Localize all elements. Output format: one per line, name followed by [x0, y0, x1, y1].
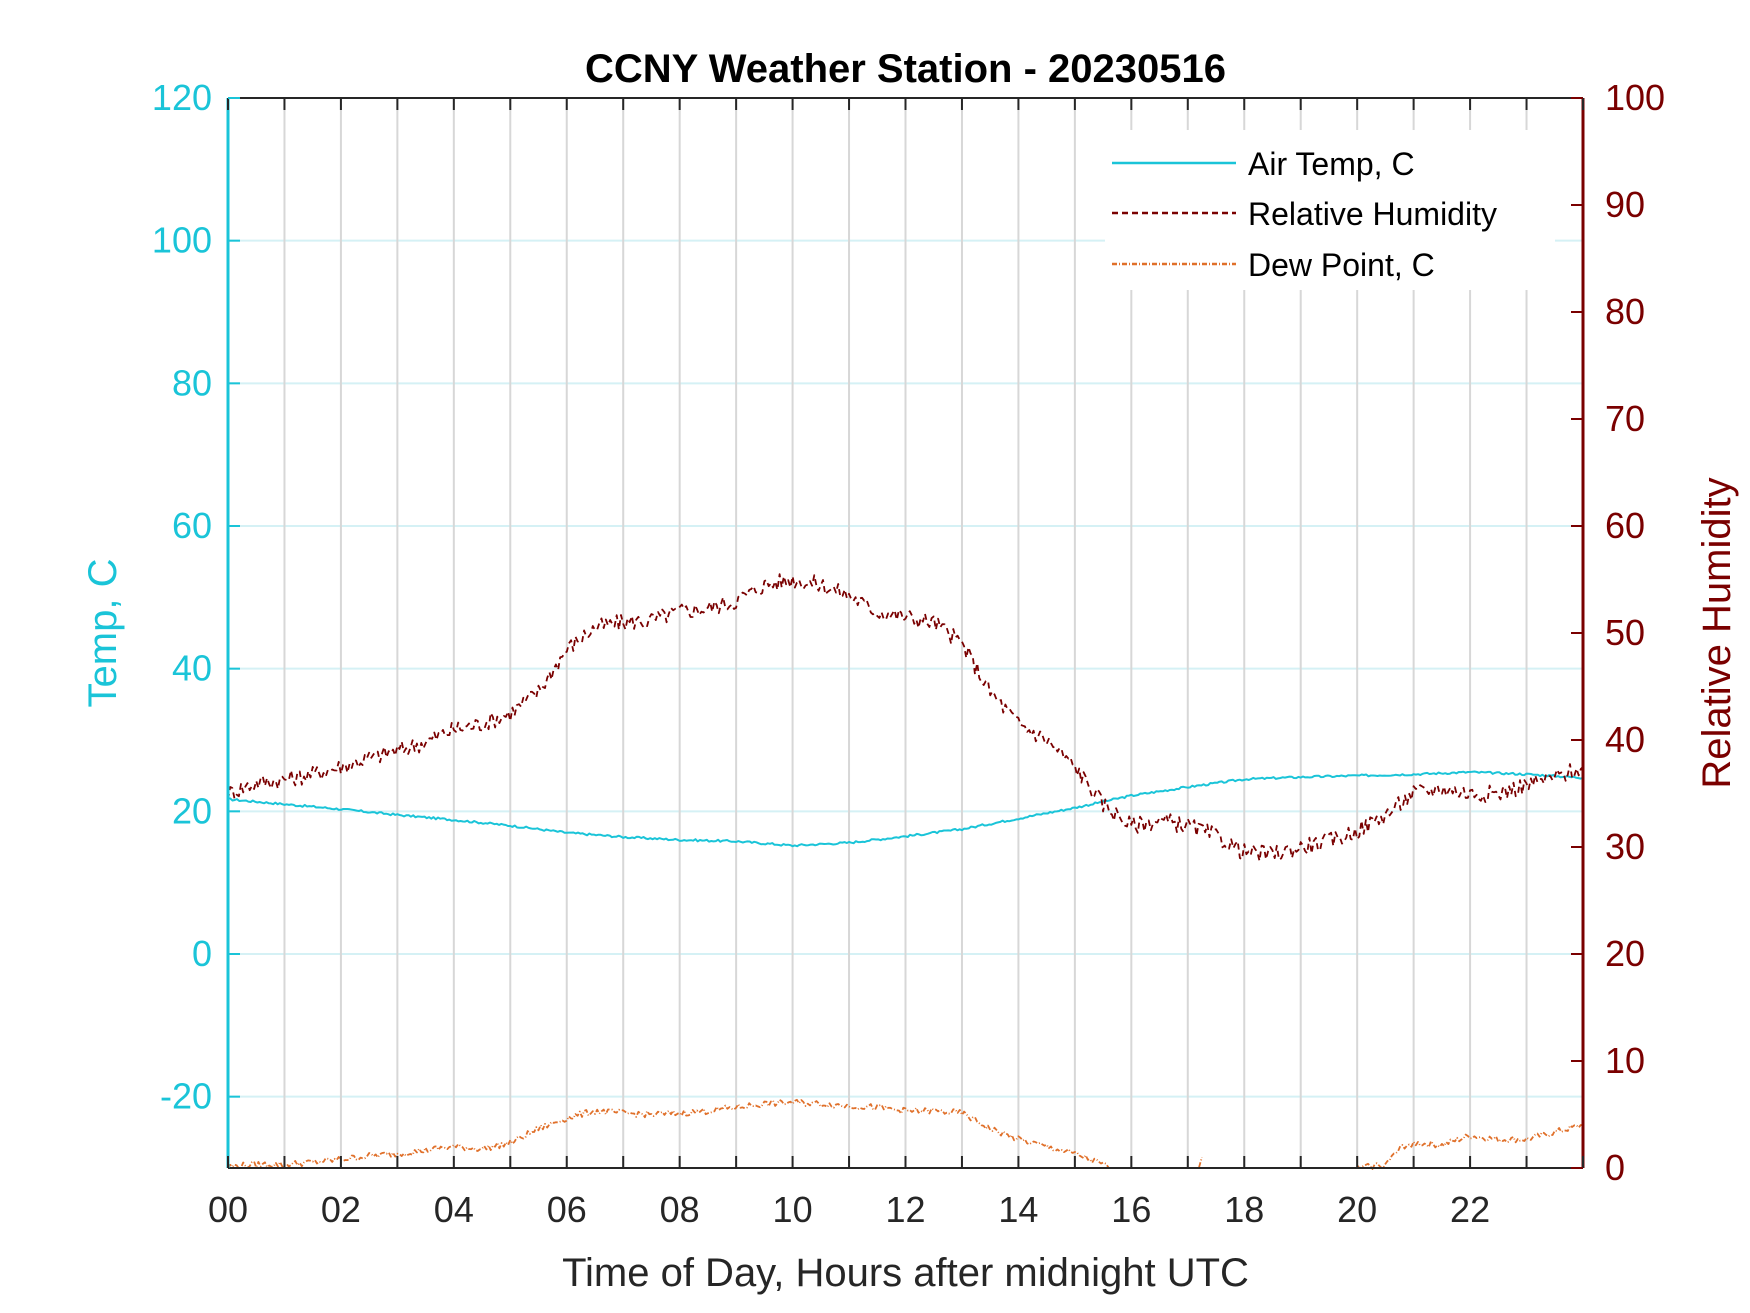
x-tick-label: 14	[998, 1189, 1038, 1230]
chart-title: CCNY Weather Station - 20230516	[585, 47, 1226, 91]
y-left-tick-label: 120	[152, 77, 212, 118]
y-right-tick-label: 90	[1605, 184, 1645, 225]
dew-point-line	[1356, 1124, 1584, 1170]
y-left-axis-title: Temp, C	[81, 559, 125, 708]
x-tick-label: 00	[208, 1189, 248, 1230]
y-right-tick-label: 80	[1605, 291, 1645, 332]
y-left-tick-label: -20	[160, 1076, 212, 1117]
x-axis-title: Time of Day, Hours after midnight UTC	[562, 1251, 1249, 1295]
y-right-tick-label: 10	[1605, 1040, 1645, 1081]
air-temp-line	[227, 770, 1584, 848]
y-left-tick-label: 100	[152, 220, 212, 261]
x-tick-label: 22	[1450, 1189, 1490, 1230]
x-tick-label: 18	[1224, 1189, 1264, 1230]
y-right-tick-label: 50	[1605, 612, 1645, 653]
y-right-tick-label: 30	[1605, 826, 1645, 867]
x-tick-label: 12	[885, 1189, 925, 1230]
y-left-tick-label: 20	[172, 790, 212, 831]
relative-humidity-line	[227, 573, 1584, 862]
legend-label-air-temp: Air Temp, C	[1248, 146, 1415, 182]
y-left-tick-label: 80	[172, 362, 212, 403]
x-tick-label: 08	[660, 1189, 700, 1230]
x-tick-label: 04	[434, 1189, 474, 1230]
x-tick-label: 10	[773, 1189, 813, 1230]
y-right-tick-label: 70	[1605, 398, 1645, 439]
axes-layer: 00 02 04 06 08 10 12 14 16 18 20 22-200204060801001…	[152, 77, 1665, 1230]
dew-point-line	[227, 1098, 1110, 1170]
x-tick-label: 16	[1111, 1189, 1151, 1230]
x-tick-label: 20	[1337, 1189, 1377, 1230]
y-right-tick-label: 0	[1605, 1147, 1625, 1188]
y-right-tick-label: 20	[1605, 933, 1645, 974]
legend-label-relative-humidity: Relative Humidity	[1248, 196, 1497, 232]
x-tick-label: 06	[547, 1189, 587, 1230]
y-left-tick-label: 40	[172, 648, 212, 689]
y-left-tick-label: 0	[192, 933, 212, 974]
y-right-tick-label: 40	[1605, 719, 1645, 760]
y-right-axis-title: Relative Humidity	[1695, 477, 1739, 788]
y-right-tick-label: 60	[1605, 505, 1645, 546]
series-layer	[227, 573, 1584, 1170]
dew-point-line	[1198, 1157, 1203, 1168]
y-right-tick-label: 100	[1605, 77, 1665, 118]
legend: Air Temp, C Relative Humidity Dew Point,…	[1105, 130, 1555, 290]
legend-label-dew-point: Dew Point, C	[1248, 247, 1435, 283]
y-left-tick-label: 60	[172, 505, 212, 546]
x-tick-label: 02	[321, 1189, 361, 1230]
